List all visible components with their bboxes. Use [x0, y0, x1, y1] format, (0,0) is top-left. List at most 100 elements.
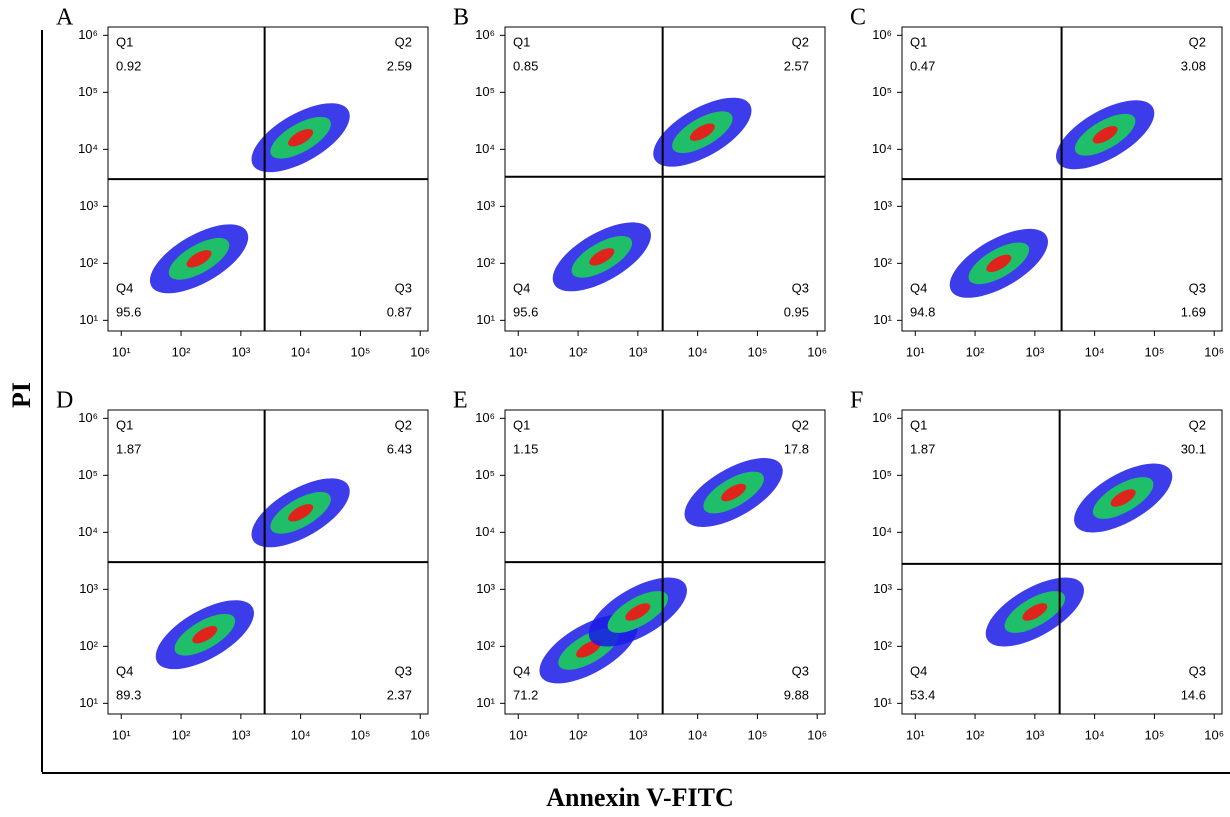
y-tick-label: 10² — [476, 638, 495, 653]
x-tick-label: 10⁶ — [410, 727, 430, 742]
y-tick-label: 10³ — [873, 581, 892, 596]
population-core — [625, 603, 651, 621]
quadrant-name: Q4 — [513, 663, 530, 678]
quadrant-name: Q2 — [1189, 417, 1206, 432]
x-tick-label: 10¹ — [906, 727, 925, 742]
y-tick-label: 10⁶ — [872, 27, 892, 42]
quadrant-percent: 2.37 — [387, 687, 412, 702]
x-tick-label: 10⁴ — [688, 727, 708, 742]
quadrant-percent: 2.59 — [387, 58, 412, 73]
quadrant-name: Q3 — [395, 280, 412, 295]
quadrant-name: Q1 — [910, 34, 927, 49]
y-axis-title: PI — [7, 382, 36, 408]
x-tick-label: 10⁴ — [1085, 344, 1105, 359]
x-tick-label: 10⁶ — [807, 344, 827, 359]
y-tick-label: 10⁵ — [475, 84, 495, 99]
x-tick-label: 10³ — [628, 727, 647, 742]
panel-letter: E — [453, 388, 468, 414]
quadrant-percent: 3.08 — [1181, 58, 1206, 73]
quadrant-name: Q4 — [513, 280, 530, 295]
population-core — [986, 254, 1012, 273]
quadrant-percent: 0.85 — [513, 58, 538, 73]
panel-letter: C — [850, 5, 866, 31]
x-tick-label: 10³ — [231, 344, 250, 359]
quadrant-percent: 2.57 — [784, 58, 809, 73]
x-tick-label: 10¹ — [112, 727, 131, 742]
x-tick-label: 10³ — [1025, 727, 1044, 742]
x-tick-label: 10⁶ — [410, 344, 430, 359]
x-tick-label: 10⁵ — [350, 344, 370, 359]
quadrant-percent: 0.87 — [387, 304, 412, 319]
y-tick-label: 10³ — [476, 581, 495, 596]
quadrant-name: Q4 — [910, 663, 927, 678]
quadrant-name: Q4 — [116, 280, 133, 295]
x-tick-label: 10⁴ — [688, 344, 708, 359]
x-tick-label: 10¹ — [509, 727, 528, 742]
x-tick-label: 10⁵ — [747, 344, 767, 359]
y-tick-label: 10¹ — [873, 312, 892, 327]
quadrant-percent: 0.92 — [116, 58, 141, 73]
quadrant-percent: 30.1 — [1181, 441, 1206, 456]
quadrant-name: Q3 — [792, 663, 809, 678]
y-tick-label: 10³ — [79, 581, 98, 596]
y-tick-label: 10¹ — [79, 695, 98, 710]
y-tick-label: 10¹ — [476, 312, 495, 327]
x-tick-label: 10⁶ — [807, 727, 827, 742]
quadrant-percent: 6.43 — [387, 441, 412, 456]
y-tick-label: 10⁵ — [475, 467, 495, 482]
quadrant-name: Q2 — [395, 34, 412, 49]
quadrant-name: Q2 — [395, 417, 412, 432]
quadrant-percent: 0.47 — [910, 58, 935, 73]
population-core — [589, 248, 615, 266]
x-tick-label: 10² — [966, 727, 985, 742]
y-tick-label: 10² — [873, 638, 892, 653]
x-tick-label: 10⁵ — [350, 727, 370, 742]
y-tick-label: 10⁴ — [78, 141, 98, 156]
quadrant-percent: 95.6 — [513, 304, 538, 319]
population-core — [1110, 489, 1136, 507]
y-tick-label: 10³ — [476, 198, 495, 213]
population-core — [576, 640, 602, 658]
x-tick-label: 10⁶ — [1204, 727, 1224, 742]
quadrant-percent: 9.88 — [784, 687, 809, 702]
x-tick-label: 10³ — [231, 727, 250, 742]
y-tick-label: 10¹ — [476, 695, 495, 710]
y-tick-label: 10⁴ — [475, 141, 495, 156]
x-tick-label: 10¹ — [906, 344, 925, 359]
population-core — [1022, 603, 1048, 621]
y-tick-label: 10² — [79, 638, 98, 653]
quadrant-name: Q4 — [116, 663, 133, 678]
y-tick-label: 10⁶ — [872, 410, 892, 425]
quadrant-name: Q2 — [1189, 34, 1206, 49]
quadrant-percent: 95.6 — [116, 304, 141, 319]
quadrant-percent: 0.95 — [784, 304, 809, 319]
panel-letter: D — [56, 388, 73, 414]
x-tick-label: 10⁶ — [1204, 344, 1224, 359]
y-tick-label: 10⁴ — [475, 524, 495, 539]
panel-letter: A — [56, 5, 74, 31]
quadrant-name: Q1 — [513, 417, 530, 432]
x-tick-label: 10⁴ — [1085, 727, 1105, 742]
y-tick-label: 10¹ — [79, 312, 98, 327]
panel-letter: B — [453, 5, 469, 31]
quadrant-percent: 1.87 — [910, 441, 935, 456]
x-tick-label: 10² — [569, 344, 588, 359]
y-tick-label: 10¹ — [873, 695, 892, 710]
quadrant-name: Q3 — [1189, 280, 1206, 295]
y-tick-label: 10⁶ — [78, 410, 98, 425]
x-tick-label: 10⁵ — [1144, 727, 1164, 742]
population-core — [689, 123, 715, 141]
quadrant-percent: 53.4 — [910, 687, 935, 702]
y-tick-label: 10³ — [79, 198, 98, 213]
population-core — [192, 625, 218, 644]
population-core — [288, 504, 314, 522]
quadrant-name: Q3 — [1189, 663, 1206, 678]
quadrant-name: Q1 — [116, 417, 133, 432]
population-core — [288, 128, 314, 147]
x-tick-label: 10² — [966, 344, 985, 359]
x-tick-label: 10³ — [628, 344, 647, 359]
population-core — [721, 483, 747, 502]
x-tick-label: 10⁵ — [747, 727, 767, 742]
quadrant-percent: 1.69 — [1181, 304, 1206, 319]
